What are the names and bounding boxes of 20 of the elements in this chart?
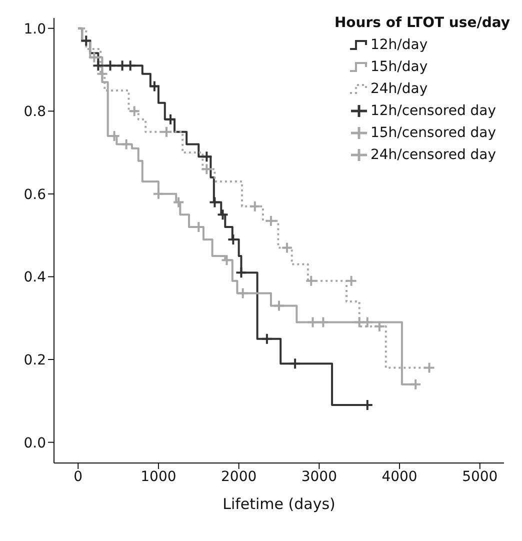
x-tick-label: 4000 — [382, 468, 418, 485]
x-tick-label: 0 — [74, 468, 83, 485]
x-tick-label: 5000 — [462, 468, 498, 485]
x-tick-label: 3000 — [301, 468, 337, 485]
y-tick-label: 0.6 — [24, 186, 46, 203]
legend-label: 24h/censored day — [370, 146, 496, 165]
x-tick-label: 1000 — [140, 468, 176, 485]
y-tick-label: 0.4 — [24, 270, 46, 286]
legend-label: 12h/censored day — [370, 102, 496, 121]
x-tick-label: 2000 — [221, 468, 257, 485]
legend-title: Hours of LTOT use/day — [334, 14, 510, 33]
legend-label: 15h/censored day — [370, 124, 496, 143]
legend-label: 24h/day — [370, 80, 428, 99]
legend-label: 15h/day — [370, 58, 428, 77]
x-axis-title: Lifetime (days) — [222, 495, 336, 513]
legend-label: 12h/day — [370, 36, 428, 55]
y-tick-label: 1.0 — [24, 21, 46, 38]
y-tick-label: 0.2 — [24, 352, 46, 368]
y-tick-label: 0.0 — [24, 435, 46, 452]
y-tick-label: 0.8 — [24, 104, 46, 120]
